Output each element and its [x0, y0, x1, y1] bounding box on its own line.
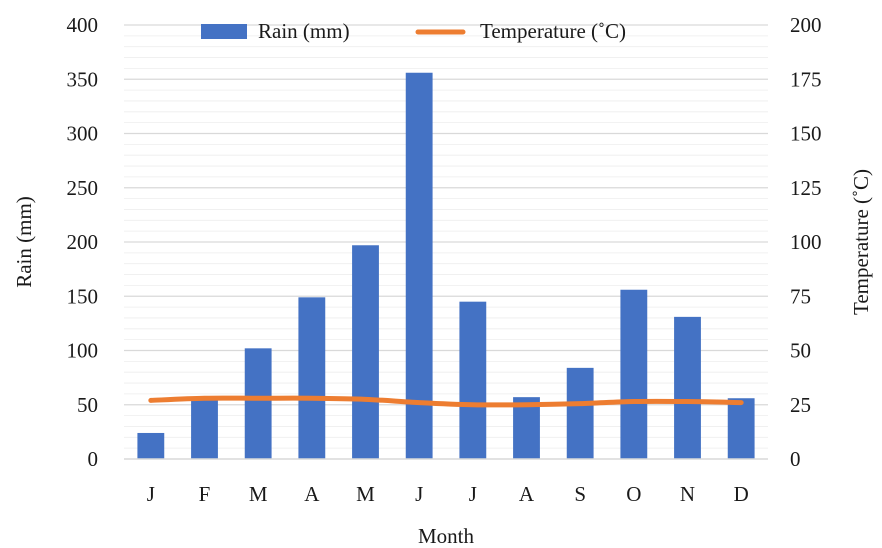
right-tick-label: 100: [790, 230, 822, 254]
right-tick-label: 150: [790, 122, 822, 146]
left-tick-label: 250: [67, 176, 99, 200]
rain-bar: [513, 397, 540, 459]
rain-bar: [137, 432, 165, 459]
x-tick-label: F: [199, 482, 211, 506]
x-tick-label: A: [304, 482, 320, 506]
rain-bar: [298, 297, 326, 459]
rain-bar: [405, 72, 433, 460]
left-tick-label: 50: [77, 393, 98, 417]
left-tick-label: 100: [67, 339, 99, 363]
rain-bar: [674, 316, 701, 459]
right-tick-label: 200: [790, 13, 822, 37]
left-axis-ticks: 0 50 100 150 200 250 300 350 400: [67, 13, 99, 471]
temperature-line: [148, 395, 744, 408]
legend-temperature-label: Temperature (˚C): [480, 19, 626, 43]
x-tick-label: J: [147, 482, 155, 506]
left-tick-label: 150: [67, 284, 99, 308]
x-tick-label: J: [469, 482, 477, 506]
rain-bar: [727, 398, 755, 459]
x-tick-label: N: [680, 482, 695, 506]
right-tick-label: 25: [790, 393, 811, 417]
x-tick-label: M: [356, 482, 375, 506]
left-axis-title: Rain (mm): [12, 196, 36, 288]
rain-bar: [620, 289, 648, 459]
left-tick-label: 200: [67, 230, 99, 254]
left-tick-label: 300: [67, 122, 99, 146]
legend: Rain (mm) Temperature (˚C): [201, 19, 626, 43]
x-tick-label: M: [249, 482, 268, 506]
left-tick-label: 0: [88, 447, 99, 471]
x-tick-label: O: [626, 482, 641, 506]
gridlines: [124, 24, 768, 449]
right-tick-label: 75: [790, 284, 811, 308]
right-tick-label: 0: [790, 447, 801, 471]
x-tick-label: D: [734, 482, 749, 506]
x-tick-label: J: [415, 482, 423, 506]
legend-rain-swatch: [201, 24, 247, 39]
rain-bar: [244, 348, 272, 459]
right-tick-label: 175: [790, 67, 822, 91]
right-axis-title: Temperature (˚C): [849, 169, 873, 315]
left-tick-label: 400: [67, 13, 99, 37]
rain-bar: [566, 367, 594, 459]
x-axis-title: Month: [418, 524, 475, 548]
right-axis-ticks: 0 25 50 75 100 125 150 175 200: [790, 13, 822, 471]
legend-rain-label: Rain (mm): [258, 19, 350, 43]
rain-bars: [137, 72, 755, 460]
left-tick-label: 350: [67, 67, 99, 91]
right-tick-label: 50: [790, 339, 811, 363]
right-tick-label: 125: [790, 176, 822, 200]
rain-bar: [459, 301, 487, 459]
rain-bar: [191, 399, 218, 459]
x-tick-label: A: [519, 482, 535, 506]
rain-bar: [352, 245, 379, 459]
x-tick-label: S: [574, 482, 586, 506]
